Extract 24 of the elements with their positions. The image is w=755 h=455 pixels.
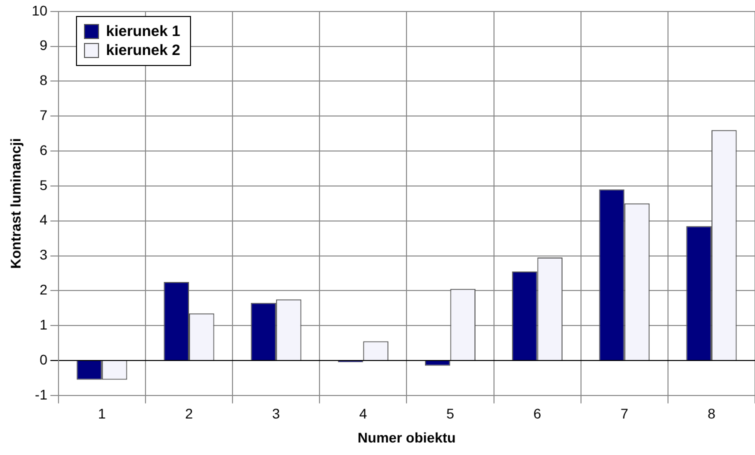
x-tick-label: 7 xyxy=(620,406,628,422)
y-tick-label: 2 xyxy=(40,282,48,298)
y-axis-title: Kontrast luminancji xyxy=(7,138,24,269)
x-tick-label: 3 xyxy=(272,406,280,422)
y-tick-label: 7 xyxy=(40,106,48,123)
y-tick-label: 0 xyxy=(40,351,48,368)
legend-label: kierunek 1 xyxy=(106,23,180,40)
y-tick-label: 8 xyxy=(40,72,48,88)
y-tick-label: 5 xyxy=(40,176,48,193)
y-tick-label: 1 xyxy=(40,316,48,332)
x-tick-label: 5 xyxy=(446,406,454,422)
y-tick-label: 9 xyxy=(40,37,48,54)
y-tick-label: 10 xyxy=(32,2,48,18)
y-tick-label: -1 xyxy=(34,386,48,402)
x-tick-label: 6 xyxy=(533,406,542,422)
y-tick-label: 3 xyxy=(40,246,48,263)
legend-label: kierunek 2 xyxy=(106,42,180,59)
y-tick-label: 6 xyxy=(40,142,48,158)
x-tick-label: 1 xyxy=(98,406,106,422)
x-tick-label: 8 xyxy=(708,406,716,422)
x-tick-label: 4 xyxy=(359,406,368,422)
x-tick-label: 2 xyxy=(185,406,194,422)
x-axis-title: Numer obiektu xyxy=(358,429,456,446)
y-tick-label: 4 xyxy=(40,212,48,228)
